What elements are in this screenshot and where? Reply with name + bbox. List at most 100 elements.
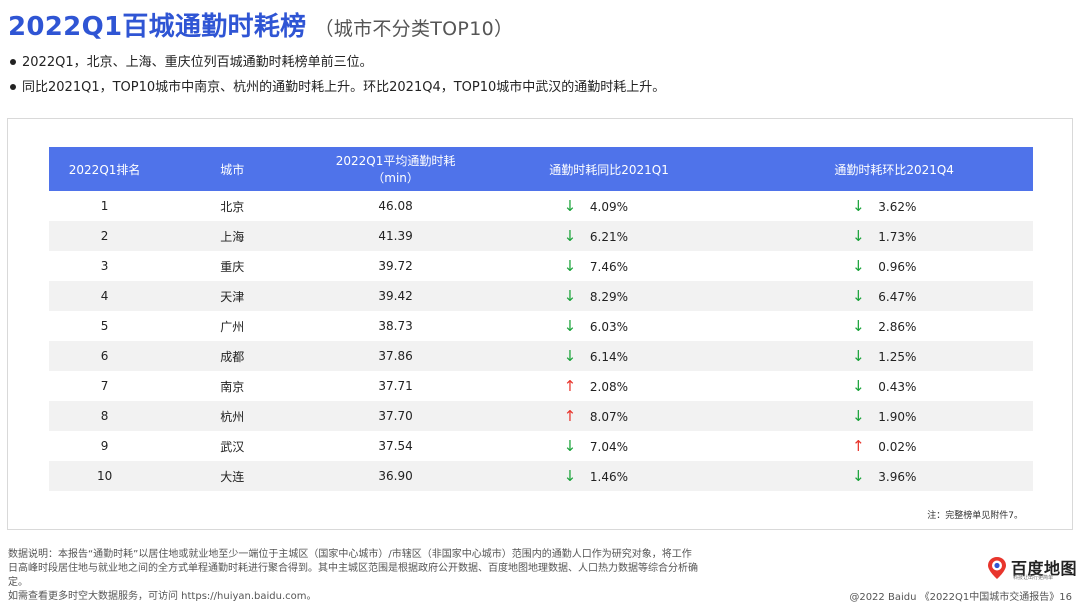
yoy-value: 1.46% [589,470,629,484]
rank-cell: 4 [49,281,161,311]
yoy-cell: ↓ 6.14% [462,341,756,371]
table-note: 注：完整榜单见附件7。 [927,511,1023,521]
title-subtitle: （城市不分类TOP10） [314,18,514,40]
qoq-value: 0.96% [878,260,917,274]
bullet-item: 同比2021Q1，TOP10城市中南京、杭州的通勤时耗上升。环比2021Q4，T… [10,75,665,100]
footnote-link-text: 如需查看更多时空大数据服务，可访问 https://huiyan.baidu.c… [8,591,317,602]
table-row: 5 广州 38.73 ↓ 6.03% ↓ 2.86% [49,311,1033,341]
arrow-up-icon: ↑ [851,437,865,455]
arrow-down-icon: ↓ [851,317,865,335]
qoq-value: 6.47% [878,290,917,304]
table-row: 7 南京 37.71 ↑ 2.08% ↓ 0.43% [49,371,1033,401]
rank-cell: 10 [49,461,161,491]
qoq-cell: ↓ 1.73% [755,221,1033,251]
rank-cell: 5 [100,319,109,333]
qoq-value: 0.43% [878,380,917,394]
table-row: 1 北京 46.08 ↓ 4.09% ↓ 3.62% [49,191,1033,221]
yoy-cell: ↓ 7.04% [463,431,755,461]
arrow-down-icon: ↓ [851,347,865,365]
yoy-value: 8.07% [589,410,629,424]
table-row: 2 上海 41.39 ↓ 6.21% ↓ 1.73% [49,221,1033,251]
qoq-cell: ↓ 0.43% [755,371,1033,401]
arrow-down-icon: ↓ [563,437,577,455]
qoq-cell: ↓ 1.90% [755,401,1033,431]
yoy-value: 6.21% [589,230,629,244]
rank-cell: 9 [100,439,109,453]
qoq-cell: ↓ 1.25% [755,341,1033,371]
summary-bullets: 2022Q1，北京、上海、重庆位列百城通勤时耗榜单前三位。 同比2021Q1，T… [10,50,665,100]
qoq-value: 3.62% [878,200,917,214]
table-header-row: 2022Q1排名 城市 2022Q1平均通勤时耗（min） 通勤时耗同比2021… [49,147,1033,191]
time-cell: 36.90 [328,461,463,491]
arrow-down-icon: ↓ [563,467,577,485]
yoy-value: 2.08% [589,380,629,394]
footnote-description: 数据说明：本报告“通勤时耗”以居住地或就业地至少一端位于主城区（国家中心城市）/… [8,549,698,588]
rank-cell: 6 [49,341,161,371]
city-cell: 杭州 [160,401,329,431]
yoy-value: 8.29% [589,290,629,304]
ranking-panel: 2022Q1排名 城市 2022Q1平均通勤时耗（min） 通勤时耗同比2021… [7,118,1073,530]
copyright-text: @2022 Baidu 《2022Q1中国城市交通报告》16 [849,592,1072,603]
arrow-down-icon: ↓ [851,407,865,425]
baidu-map-logo: 百度地图 科技让出行更简单 [988,555,1078,583]
ranking-table: 2022Q1排名 城市 2022Q1平均通勤时耗（min） 通勤时耗同比2021… [49,147,1033,491]
arrow-down-icon: ↓ [851,467,865,485]
table-body: 1 北京 46.08 ↓ 4.09% ↓ 3.62% 2 上海 41.39 ↓ 6.21% ↓ 1.73%… [49,191,1033,491]
table-row: 9 武汉 37.54 ↓ 7.04% ↑ 0.02% [49,431,1033,461]
bullet-item: 2022Q1，北京、上海、重庆位列百城通勤时耗榜单前三位。 [10,50,665,75]
bullet-dot-icon [10,58,16,65]
time-cell: 37.71 [378,379,413,393]
qoq-cell: ↓ 0.96% [755,251,1033,281]
rank-cell: 8 [49,401,161,431]
arrow-down-icon: ↓ [851,197,865,215]
arrow-down-icon: ↓ [563,197,577,215]
qoq-value: 1.73% [878,230,917,244]
qoq-cell: ↓ 6.47% [755,281,1033,311]
yoy-cell: ↓ 7.46% [463,251,755,281]
yoy-cell: ↓ 1.46% [462,461,756,491]
city-cell: 天津 [160,281,329,311]
baidu-map-pin-icon [988,557,1006,579]
city-cell: 大连 [160,461,329,491]
yoy-cell: ↓ 8.29% [462,281,756,311]
rank-cell: 1 [100,199,109,213]
yoy-cell: ↓ 6.03% [463,311,755,341]
rank-cell: 2 [49,221,161,251]
arrow-up-icon: ↑ [563,407,577,425]
arrow-down-icon: ↓ [851,227,865,245]
logo-tagline: 科技让出行更简单 [1013,575,1054,581]
header-city: 城市 [160,147,329,191]
header-time: 2022Q1平均通勤时耗（min） [328,147,463,191]
rank-cell: 3 [100,259,109,273]
time-cell: 39.72 [378,259,413,273]
arrow-up-icon: ↑ [563,377,577,395]
yoy-cell: ↑ 2.08% [463,371,755,401]
time-cell: 38.73 [378,319,413,333]
time-cell: 39.42 [328,281,463,311]
bullet-dot-icon [10,83,16,90]
bullet-text: 2022Q1，北京、上海、重庆位列百城通勤时耗榜单前三位。 [22,55,373,70]
qoq-cell: ↓ 3.62% [755,191,1033,221]
city-cell: 武汉 [220,439,245,454]
yoy-cell: ↑ 8.07% [462,401,756,431]
table-row: 10 大连 36.90 ↓ 1.46% ↓ 3.96% [49,461,1033,491]
table-row: 3 重庆 39.72 ↓ 7.46% ↓ 0.96% [49,251,1033,281]
city-cell: 北京 [220,199,245,214]
header-qoq: 通勤时耗环比2021Q4 [755,147,1033,191]
arrow-down-icon: ↓ [851,257,865,275]
arrow-down-icon: ↓ [563,287,577,305]
qoq-value: 0.02% [878,440,917,454]
table-row: 6 成都 37.86 ↓ 6.14% ↓ 1.25% [49,341,1033,371]
title-main: 2022Q1百城通勤时耗榜 [8,12,307,42]
rank-cell: 7 [100,379,109,393]
city-cell: 南京 [220,379,245,394]
yoy-cell: ↓ 4.09% [463,191,755,221]
qoq-value: 3.96% [878,470,917,484]
header-yoy: 通勤时耗同比2021Q1 [462,147,756,191]
time-cell: 37.70 [328,401,463,431]
time-cell: 46.08 [378,199,413,213]
time-cell: 41.39 [328,221,463,251]
table-row: 8 杭州 37.70 ↑ 8.07% ↓ 1.90% [49,401,1033,431]
table-row: 4 天津 39.42 ↓ 8.29% ↓ 6.47% [49,281,1033,311]
arrow-down-icon: ↓ [851,287,865,305]
